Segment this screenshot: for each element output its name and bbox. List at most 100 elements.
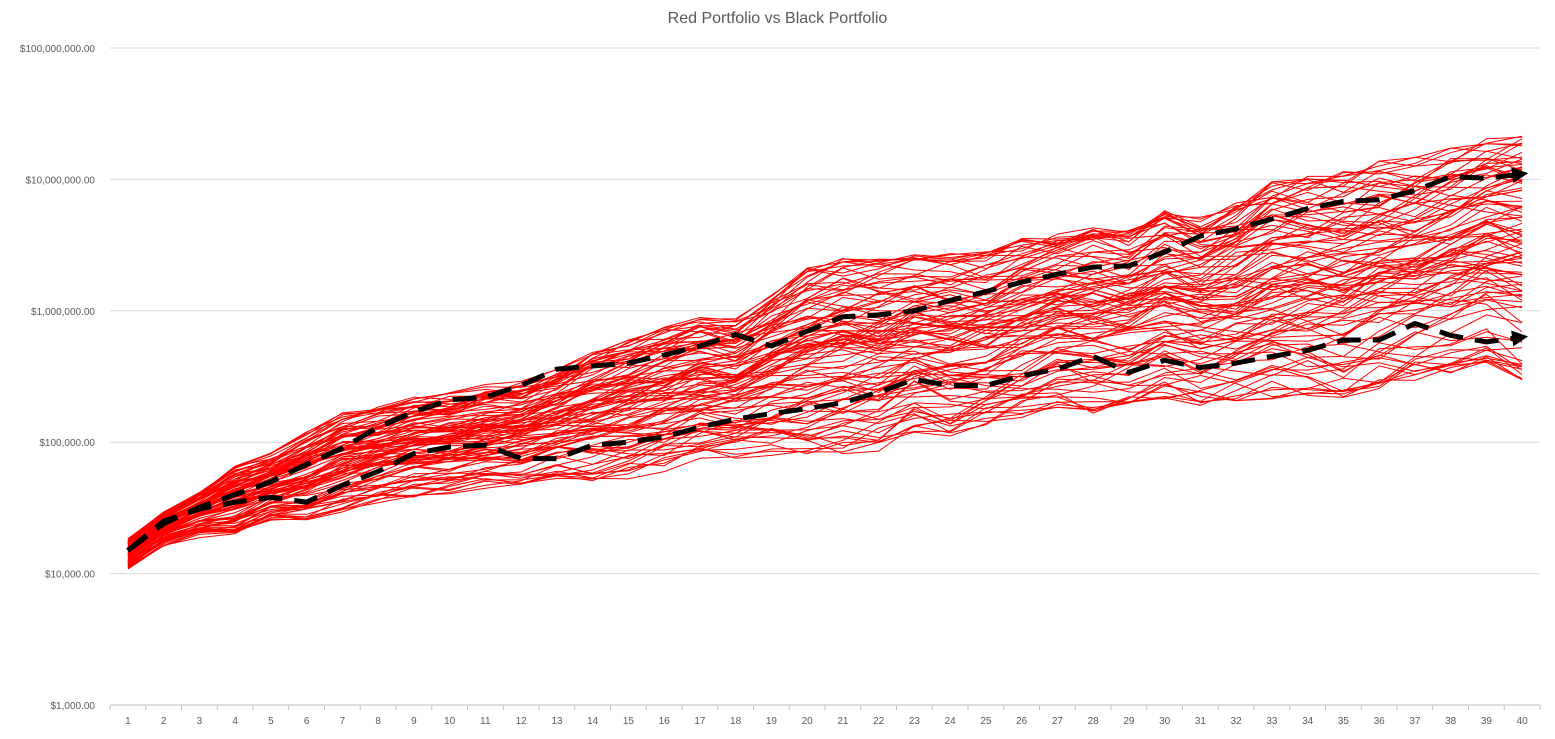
- x-tick-label: 32: [1231, 716, 1243, 727]
- x-tick-label: 16: [659, 716, 671, 727]
- x-tick-label: 21: [837, 716, 849, 727]
- black-portfolio-line: [126, 171, 1523, 553]
- x-tick-label: 34: [1302, 716, 1314, 727]
- red-portfolio-line: [127, 251, 1523, 551]
- x-axis-ticks: 1 2 3 4 5 6 7 8 9 10 11 12 13 14 15 16 17 18 19 20 21 22 23 24 2…: [109, 705, 1541, 727]
- arrowhead-icon: [1511, 330, 1529, 347]
- red-portfolio-line: [127, 224, 1523, 552]
- red-portfolio-line: [127, 232, 1523, 566]
- x-tick-label: 25: [980, 716, 992, 727]
- x-tick-label: 14: [587, 716, 599, 727]
- red-portfolio-line: [127, 200, 1523, 548]
- red-portfolio-line: [127, 350, 1523, 568]
- x-tick-label: 4: [232, 716, 238, 727]
- red-portfolio-line: [127, 206, 1523, 543]
- x-tick-label: 33: [1266, 716, 1278, 727]
- y-tick-label: $100,000,000.00: [20, 44, 96, 55]
- y-tick-label: $10,000.00: [45, 570, 95, 581]
- x-tick-label: 9: [411, 716, 417, 727]
- x-tick-label: 36: [1374, 716, 1386, 727]
- x-tick-label: 28: [1088, 716, 1100, 727]
- red-portfolio-line: [127, 349, 1523, 555]
- red-portfolio-line: [127, 161, 1523, 550]
- red-portfolio-line: [127, 168, 1523, 563]
- red-portfolio-line: [127, 221, 1523, 557]
- red-portfolio-line: [127, 174, 1523, 545]
- red-portfolio-line: [127, 259, 1523, 559]
- black-portfolio-line: [126, 321, 1523, 553]
- red-portfolio-line: [127, 261, 1523, 564]
- red-portfolio-line: [127, 277, 1523, 566]
- x-tick-label: 3: [197, 716, 203, 727]
- red-portfolio-line: [127, 189, 1523, 556]
- red-portfolio-line: [127, 254, 1523, 566]
- red-portfolio-line: [127, 347, 1523, 562]
- y-tick-label: $1,000,000.00: [31, 307, 95, 318]
- red-portfolio-line: [127, 347, 1523, 567]
- red-portfolio-line: [127, 249, 1523, 561]
- x-tick-label: 22: [873, 716, 885, 727]
- x-tick-label: 40: [1517, 716, 1529, 727]
- arrowhead-icon: [1511, 167, 1529, 184]
- x-tick-label: 35: [1338, 716, 1350, 727]
- red-portfolio-line: [127, 216, 1523, 551]
- x-tick-label: 38: [1445, 716, 1457, 727]
- black-series-layer: [126, 167, 1529, 553]
- x-tick-label: 2: [161, 716, 167, 727]
- y-tick-label: $1,000.00: [51, 701, 96, 712]
- x-tick-label: 13: [551, 716, 563, 727]
- x-tick-label: 11: [480, 716, 491, 727]
- grid-layer: [110, 47, 1540, 706]
- chart-title: Red Portfolio vs Black Portfolio: [667, 10, 888, 27]
- x-tick-label: 1: [125, 716, 131, 727]
- red-portfolio-line: [127, 355, 1523, 552]
- red-portfolio-line: [127, 187, 1523, 542]
- red-portfolio-line: [127, 270, 1523, 565]
- x-tick-label: 24: [945, 716, 957, 727]
- y-tick-label: $100,000.00: [39, 438, 95, 449]
- red-portfolio-line: [127, 254, 1523, 551]
- red-portfolio-line: [127, 189, 1523, 549]
- y-tick-label: $10,000,000.00: [25, 175, 95, 186]
- x-tick-label: 39: [1481, 716, 1493, 727]
- x-tick-label: 6: [304, 716, 310, 727]
- x-tick-label: 26: [1016, 716, 1028, 727]
- x-tick-label: 7: [340, 716, 346, 727]
- x-tick-label: 10: [444, 716, 456, 727]
- red-portfolio-line: [127, 331, 1523, 555]
- red-portfolio-line: [127, 167, 1523, 543]
- red-portfolio-line: [127, 237, 1523, 540]
- red-portfolio-line: [127, 199, 1523, 563]
- y-axis-ticks: $1,000.00 $10,000.00 $100,000.00 $1,000,000…: [20, 44, 96, 712]
- x-tick-label: 37: [1409, 716, 1421, 727]
- x-tick-label: 23: [909, 716, 921, 727]
- red-portfolio-line: [127, 194, 1523, 542]
- x-tick-label: 27: [1052, 716, 1064, 727]
- x-tick-label: 29: [1123, 716, 1135, 727]
- red-portfolio-line: [127, 271, 1523, 564]
- x-tick-label: 20: [802, 716, 814, 727]
- red-portfolio-line: [127, 230, 1523, 552]
- red-portfolio-line: [127, 235, 1523, 557]
- red-portfolio-line: [127, 357, 1523, 558]
- red-portfolio-line: [127, 290, 1523, 561]
- red-series-layer: [127, 135, 1523, 570]
- red-portfolio-line: [127, 243, 1523, 549]
- red-portfolio-line: [127, 275, 1523, 568]
- x-tick-label: 30: [1159, 716, 1171, 727]
- red-portfolio-line: [127, 299, 1523, 565]
- x-tick-label: 18: [730, 716, 742, 727]
- red-portfolio-line: [127, 232, 1523, 569]
- red-portfolio-line: [127, 259, 1523, 549]
- red-portfolio-line: [127, 314, 1523, 562]
- red-portfolio-line: [127, 157, 1523, 550]
- x-tick-label: 15: [623, 716, 635, 727]
- x-tick-label: 8: [375, 716, 381, 727]
- red-portfolio-line: [127, 166, 1523, 550]
- x-tick-label: 19: [766, 716, 778, 727]
- red-portfolio-line: [127, 251, 1523, 546]
- x-tick-label: 17: [694, 716, 706, 727]
- x-tick-label: 5: [268, 716, 274, 727]
- red-portfolio-line: [127, 180, 1523, 551]
